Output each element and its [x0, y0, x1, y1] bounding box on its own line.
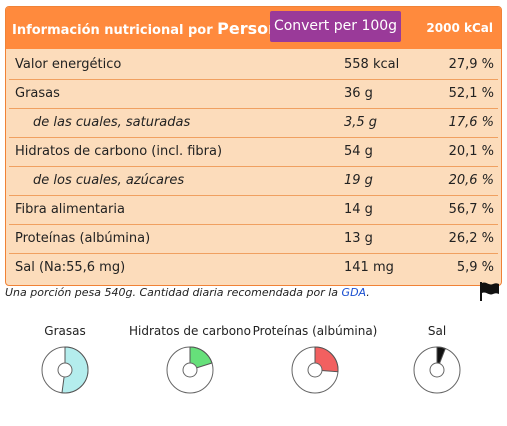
table-row: Sal (Na:55,6 mg) 141 mg 5,9 %	[9, 254, 498, 283]
nutrient-amount: 19 g	[344, 173, 373, 188]
nutrient-name: de los cuales, azúcares	[33, 173, 185, 188]
table-row: Valor energético 558 kcal 27,9 %	[9, 51, 498, 80]
nutrient-percent: 20,1 %	[448, 144, 494, 159]
gda-link[interactable]: GDA	[341, 286, 367, 299]
nutrient-percent: 27,9 %	[448, 57, 494, 72]
pie-hole	[429, 362, 445, 378]
nutrient-percent: 20,6 %	[448, 173, 494, 188]
nutrition-panel: Información nutricional por Person Conve…	[5, 6, 502, 286]
nutrition-table: Valor energético 558 kcal 27,9 % Grasas …	[9, 51, 498, 283]
serving-footnote: Una porción pesa 540g. Cantidad diaria r…	[5, 286, 370, 299]
flag-icon[interactable]	[478, 281, 500, 301]
nutrient-name: Fibra alimentaria	[15, 202, 125, 217]
pie-hole	[182, 362, 198, 378]
table-row: Hidratos de carbono (incl. fibra) 54 g 2…	[9, 138, 498, 167]
chart-label: Sal	[427, 324, 447, 338]
nutrient-amount: 13 g	[344, 231, 373, 246]
nutrient-name: Valor energético	[15, 57, 122, 72]
nutrient-amount: 36 g	[344, 86, 373, 101]
table-row: Proteínas (albúmina) 13 g 26,2 %	[9, 225, 498, 254]
footnote-text: Una porción pesa 540g. Cantidad diaria r…	[5, 286, 342, 299]
header-title: Información nutricional por Person	[12, 19, 280, 38]
nutrient-name: Hidratos de carbono (incl. fibra)	[15, 144, 223, 159]
kcal-reference: 2000 kCal	[426, 21, 493, 35]
nutrient-amount: 141 mg	[344, 260, 394, 275]
pie-chart	[41, 346, 89, 394]
pie-chart	[166, 346, 214, 394]
daily-value-charts: Grasas Hidratos de carbono Proteínas (al…	[0, 318, 507, 418]
pie-chart	[291, 346, 339, 394]
pie-slice	[61, 346, 89, 394]
footnote-end: .	[366, 286, 370, 299]
pie-hole	[307, 362, 323, 378]
nutrient-percent: 56,7 %	[448, 202, 494, 217]
nutrient-percent: 26,2 %	[448, 231, 494, 246]
nutrient-name: de las cuales, saturadas	[33, 115, 191, 130]
nutrient-percent: 52,1 %	[448, 86, 494, 101]
pie-slice	[189, 346, 213, 371]
table-row: de los cuales, azúcares 19 g 20,6 %	[9, 167, 498, 196]
table-row: de las cuales, saturadas 3,5 g 17,6 %	[9, 109, 498, 138]
nutrient-name: Proteínas (albúmina)	[15, 231, 151, 246]
nutrient-amount: 558 kcal	[344, 57, 400, 72]
chart-label: Proteínas (albúmina)	[252, 324, 378, 338]
nutrient-name: Sal (Na:55,6 mg)	[15, 260, 126, 275]
header-title-name: Person	[217, 19, 280, 38]
nutrient-amount: 54 g	[344, 144, 373, 159]
nutrition-header: Información nutricional por Person Conve…	[6, 7, 501, 49]
header-title-prefix: Información nutricional por	[12, 23, 213, 38]
nutrient-percent: 5,9 %	[456, 260, 494, 275]
table-row: Fibra alimentaria 14 g 56,7 %	[9, 196, 498, 225]
pie-chart	[413, 346, 461, 394]
chart-label: Hidratos de carbono	[129, 324, 251, 338]
pie-hole	[57, 362, 73, 378]
nutrient-amount: 14 g	[344, 202, 373, 217]
convert-per-100g-button[interactable]: Convert per 100g	[270, 11, 401, 42]
nutrient-percent: 17,6 %	[448, 115, 494, 130]
chart-label: Grasas	[44, 324, 86, 338]
nutrient-amount: 3,5 g	[344, 115, 378, 130]
table-row: Grasas 36 g 52,1 %	[9, 80, 498, 109]
nutrient-name: Grasas	[15, 86, 60, 101]
